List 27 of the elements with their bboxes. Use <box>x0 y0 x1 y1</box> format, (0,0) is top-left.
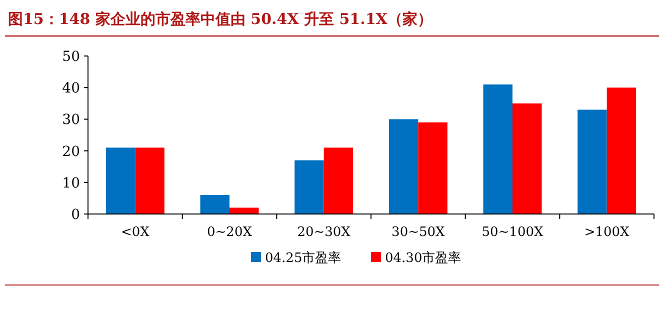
x-tick-label: 30~50X <box>392 225 446 240</box>
y-tick-label: 50 <box>62 49 80 65</box>
bar <box>230 208 259 214</box>
legend-label: 04.25市盈率 <box>265 250 342 266</box>
x-tick-label: <0X <box>120 225 150 240</box>
x-tick-label: >100X <box>584 225 630 240</box>
bar <box>578 110 607 214</box>
bar <box>606 88 636 214</box>
bar <box>135 148 164 214</box>
y-tick-label: 0 <box>71 207 80 223</box>
chart-title: 图15：148 家企业的市盈率中值由 50.4X 升至 51.1X（家） <box>8 10 432 28</box>
bar <box>483 84 512 214</box>
bar <box>388 119 418 214</box>
x-tick-label: 20~30X <box>297 225 352 240</box>
y-tick-label: 30 <box>62 112 80 128</box>
bar <box>418 122 448 214</box>
x-tick-label: 0~20X <box>207 225 253 240</box>
y-tick-label: 20 <box>62 144 80 160</box>
bar <box>324 148 354 214</box>
bar <box>512 103 542 214</box>
bar <box>294 160 324 214</box>
bar <box>106 148 136 214</box>
bar <box>200 195 230 214</box>
x-tick-label: 50~100X <box>482 225 544 240</box>
y-tick-label: 40 <box>62 80 80 97</box>
y-tick-label: 10 <box>62 175 80 192</box>
legend-label: 04.30市盈率 <box>385 250 462 266</box>
